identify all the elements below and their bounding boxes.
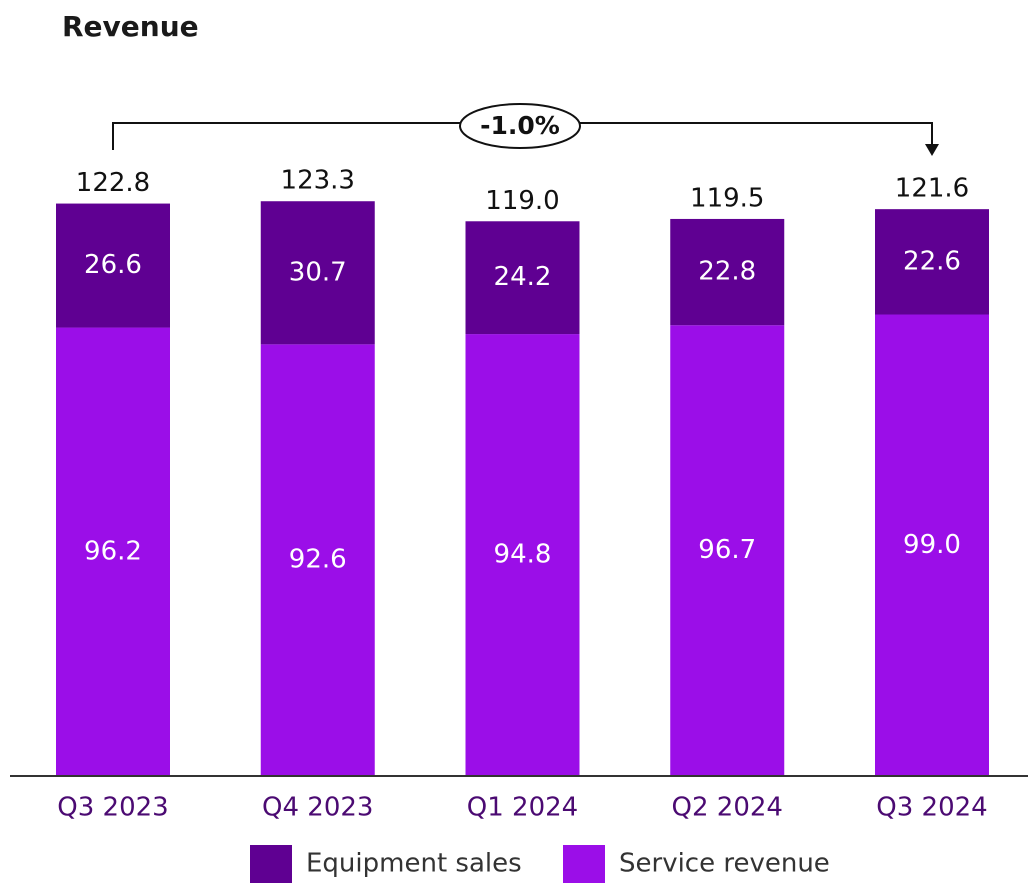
bar-segment: [260, 344, 375, 776]
segment-label: 24.2: [494, 262, 552, 292]
annotation: -1.0%: [480, 111, 560, 140]
x-tick-label: Q4 2023: [262, 793, 373, 823]
legend-swatch: [563, 845, 605, 883]
bar-segment: [465, 334, 580, 776]
legend-label: Service revenue: [619, 849, 830, 879]
segment-label: 96.7: [698, 535, 756, 565]
segment-label: 22.6: [903, 246, 961, 276]
bar-segment: [670, 218, 785, 326]
segment-label: 96.2: [84, 536, 142, 566]
bar-segment: [875, 314, 989, 776]
x-tick-label: Q3 2023: [57, 793, 168, 823]
segment-label: 30.7: [289, 257, 347, 287]
segment-label: 99.0: [903, 530, 961, 560]
bar-segment: [670, 325, 785, 776]
bar-segment: [260, 201, 375, 345]
segment-label: 92.6: [289, 545, 347, 575]
bar-segment: [465, 221, 580, 335]
segment-label: 26.6: [84, 250, 142, 280]
segment-label: 22.8: [698, 257, 756, 287]
annotation-bubble: [459, 103, 581, 149]
legend-swatch: [250, 845, 292, 883]
x-tick-label: Q3 2024: [876, 793, 987, 823]
legend-label: Equipment sales: [306, 849, 522, 879]
total-label: 119.5: [690, 183, 764, 213]
arrow-head: [925, 144, 939, 156]
segment-label: 94.8: [494, 540, 552, 570]
bar-segment: [56, 203, 170, 328]
total-label: 121.6: [895, 174, 969, 204]
chart-title: Revenue: [62, 10, 199, 43]
total-label: 119.0: [485, 186, 559, 216]
bar-segment: [56, 327, 170, 776]
bar-segment: [875, 209, 989, 315]
x-tick-label: Q2 2024: [672, 793, 783, 823]
total-label: 123.3: [281, 166, 355, 196]
total-label: 122.8: [76, 168, 150, 198]
x-tick-label: Q1 2024: [467, 793, 578, 823]
